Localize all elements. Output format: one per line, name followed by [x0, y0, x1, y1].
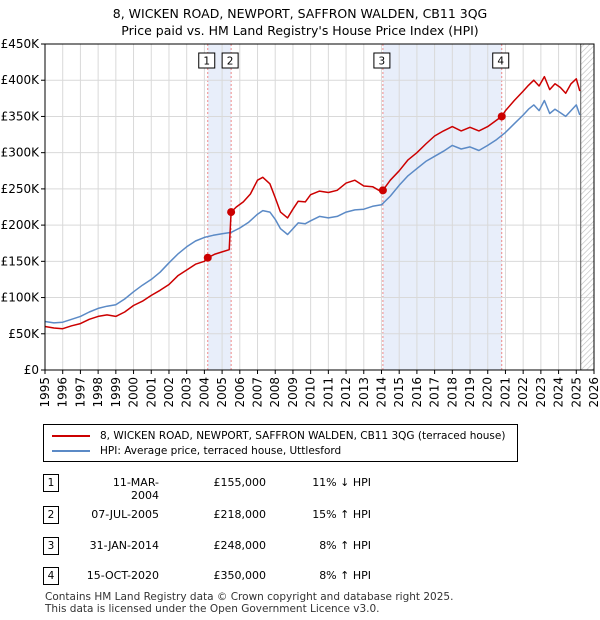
highlight-band [382, 44, 502, 370]
transaction-price: £218,000 [213, 508, 267, 521]
x-tick-label: 2000 [127, 377, 141, 408]
plot-frame [44, 43, 595, 371]
x-tick-label: 2007 [251, 377, 265, 408]
price-chart: 1 2 3 4 £0 £50K £100K £150K £200K £250K £300K £350… [1, 37, 600, 408]
sale-point [203, 253, 212, 262]
sale-label: 3 [379, 56, 386, 68]
transaction-hpi-diff: 15% ↑ HPI [312, 508, 371, 521]
sale-label: 1 [203, 56, 210, 68]
y-tick-label: £300K [1, 146, 41, 160]
x-tick-label: 2005 [215, 377, 229, 408]
x-tick-label: 2016 [410, 377, 424, 408]
x-tick-label: 2004 [197, 377, 211, 408]
x-tick-label: 2011 [321, 377, 335, 408]
x-tick-label: 2013 [357, 377, 371, 408]
x-tick-label: 2003 [180, 377, 194, 408]
x-tick-label: 2008 [268, 377, 282, 408]
sale-point [378, 186, 387, 195]
x-tick-label: 2015 [392, 377, 406, 408]
x-tick-label: 2026 [587, 377, 600, 408]
chart-title: 8, WICKEN ROAD, NEWPORT, SAFFRON WALDEN,… [112, 6, 488, 21]
y-tick-label: £400K [1, 73, 41, 87]
transaction-number: 3 [43, 537, 59, 555]
transaction-row: 2 07-JUL-2005 £218,000 15% ↑ HPI [0, 506, 600, 526]
transaction-row: 1 11-MAR-2004 £155,000 11% ↓ HPI [0, 474, 600, 502]
x-tick-label: 2012 [339, 377, 353, 408]
transaction-date: 31-JAN-2014 [89, 539, 159, 552]
transaction-date: 11-MAR-2004 [112, 476, 159, 502]
footer-licence: This data is licensed under the Open Gov… [45, 603, 380, 615]
footer-copyright: Contains HM Land Registry data © Crown c… [45, 591, 454, 603]
x-tick-label: 2009 [286, 377, 300, 408]
x-tick-label: 1998 [91, 377, 105, 408]
x-tick-label: 2002 [162, 377, 176, 408]
transaction-number: 2 [43, 506, 59, 524]
legend-item-property: 8, WICKEN ROAD, NEWPORT, SAFFRON WALDEN,… [52, 429, 505, 443]
y-tick-label: £0 [24, 363, 39, 377]
x-tick-label: 2001 [144, 377, 158, 408]
transaction-price: £155,000 [213, 476, 267, 489]
x-tick-label: 2025 [569, 377, 583, 408]
property-price-line [44, 75, 581, 330]
x-tick-label: 2006 [233, 377, 247, 408]
legend-property-label: 8, WICKEN ROAD, NEWPORT, SAFFRON WALDEN,… [100, 430, 506, 442]
transaction-number: 1 [43, 474, 59, 492]
transaction-hpi-diff: 11% ↓ HPI [312, 476, 371, 489]
transaction-date: 15-OCT-2020 [86, 569, 159, 582]
chart-legend: 8, WICKEN ROAD, NEWPORT, SAFFRON WALDEN,… [43, 424, 518, 462]
future-hatch-region [580, 44, 594, 370]
transaction-number: 4 [43, 567, 59, 585]
transaction-price: £248,000 [213, 539, 267, 552]
legend-hpi-swatch [52, 450, 90, 452]
sale-point [227, 208, 236, 217]
legend-property-swatch [52, 435, 90, 437]
legend-hpi-label: HPI: Average price, terraced house, Uttl… [100, 445, 342, 457]
y-tick-label: £50K [8, 327, 40, 341]
x-tick-label: 1995 [38, 377, 52, 408]
x-tick-label: 2021 [498, 377, 512, 408]
hpi-line [44, 99, 581, 324]
y-tick-label: £200K [1, 218, 41, 232]
x-tick-label: 2010 [304, 377, 318, 408]
transaction-row: 4 15-OCT-2020 £350,000 8% ↑ HPI [0, 567, 600, 587]
y-tick-label: £250K [1, 182, 41, 196]
transaction-hpi-diff: 8% ↑ HPI [319, 569, 371, 582]
x-tick-label: 2018 [445, 377, 459, 408]
x-tick-label: 2022 [516, 377, 530, 408]
x-tick-label: 2024 [552, 377, 566, 408]
y-tick-label: £100K [1, 291, 41, 305]
y-tick-label: £150K [1, 254, 41, 268]
sale-label-box [373, 52, 391, 69]
x-tick-label: 1999 [109, 377, 123, 408]
x-tick-label: 2019 [463, 377, 477, 408]
sale-label-box [492, 52, 510, 69]
transaction-date: 07-JUL-2005 [91, 508, 159, 521]
sale-point [497, 112, 506, 121]
x-tick-label: 1997 [73, 377, 87, 408]
y-tick-label: £350K [1, 109, 41, 123]
highlight-band [207, 44, 232, 370]
sale-label: 2 [227, 56, 234, 68]
sale-label: 4 [497, 56, 504, 68]
transaction-hpi-diff: 8% ↑ HPI [319, 539, 371, 552]
transaction-row: 3 31-JAN-2014 £248,000 8% ↑ HPI [0, 537, 600, 557]
x-tick-label: 1996 [56, 377, 70, 408]
legend-item-hpi: HPI: Average price, terraced house, Uttl… [52, 444, 341, 458]
sale-label-box [198, 52, 216, 69]
x-tick-label: 2017 [428, 377, 442, 408]
y-tick-label: £450K [1, 37, 41, 51]
x-tick-label: 2023 [534, 377, 548, 408]
transaction-price: £350,000 [213, 569, 267, 582]
x-tick-label: 2014 [374, 377, 388, 408]
sale-label-box [221, 52, 239, 69]
x-tick-label: 2020 [481, 377, 495, 408]
chart-subtitle: Price paid vs. HM Land Registry's House … [121, 23, 479, 38]
